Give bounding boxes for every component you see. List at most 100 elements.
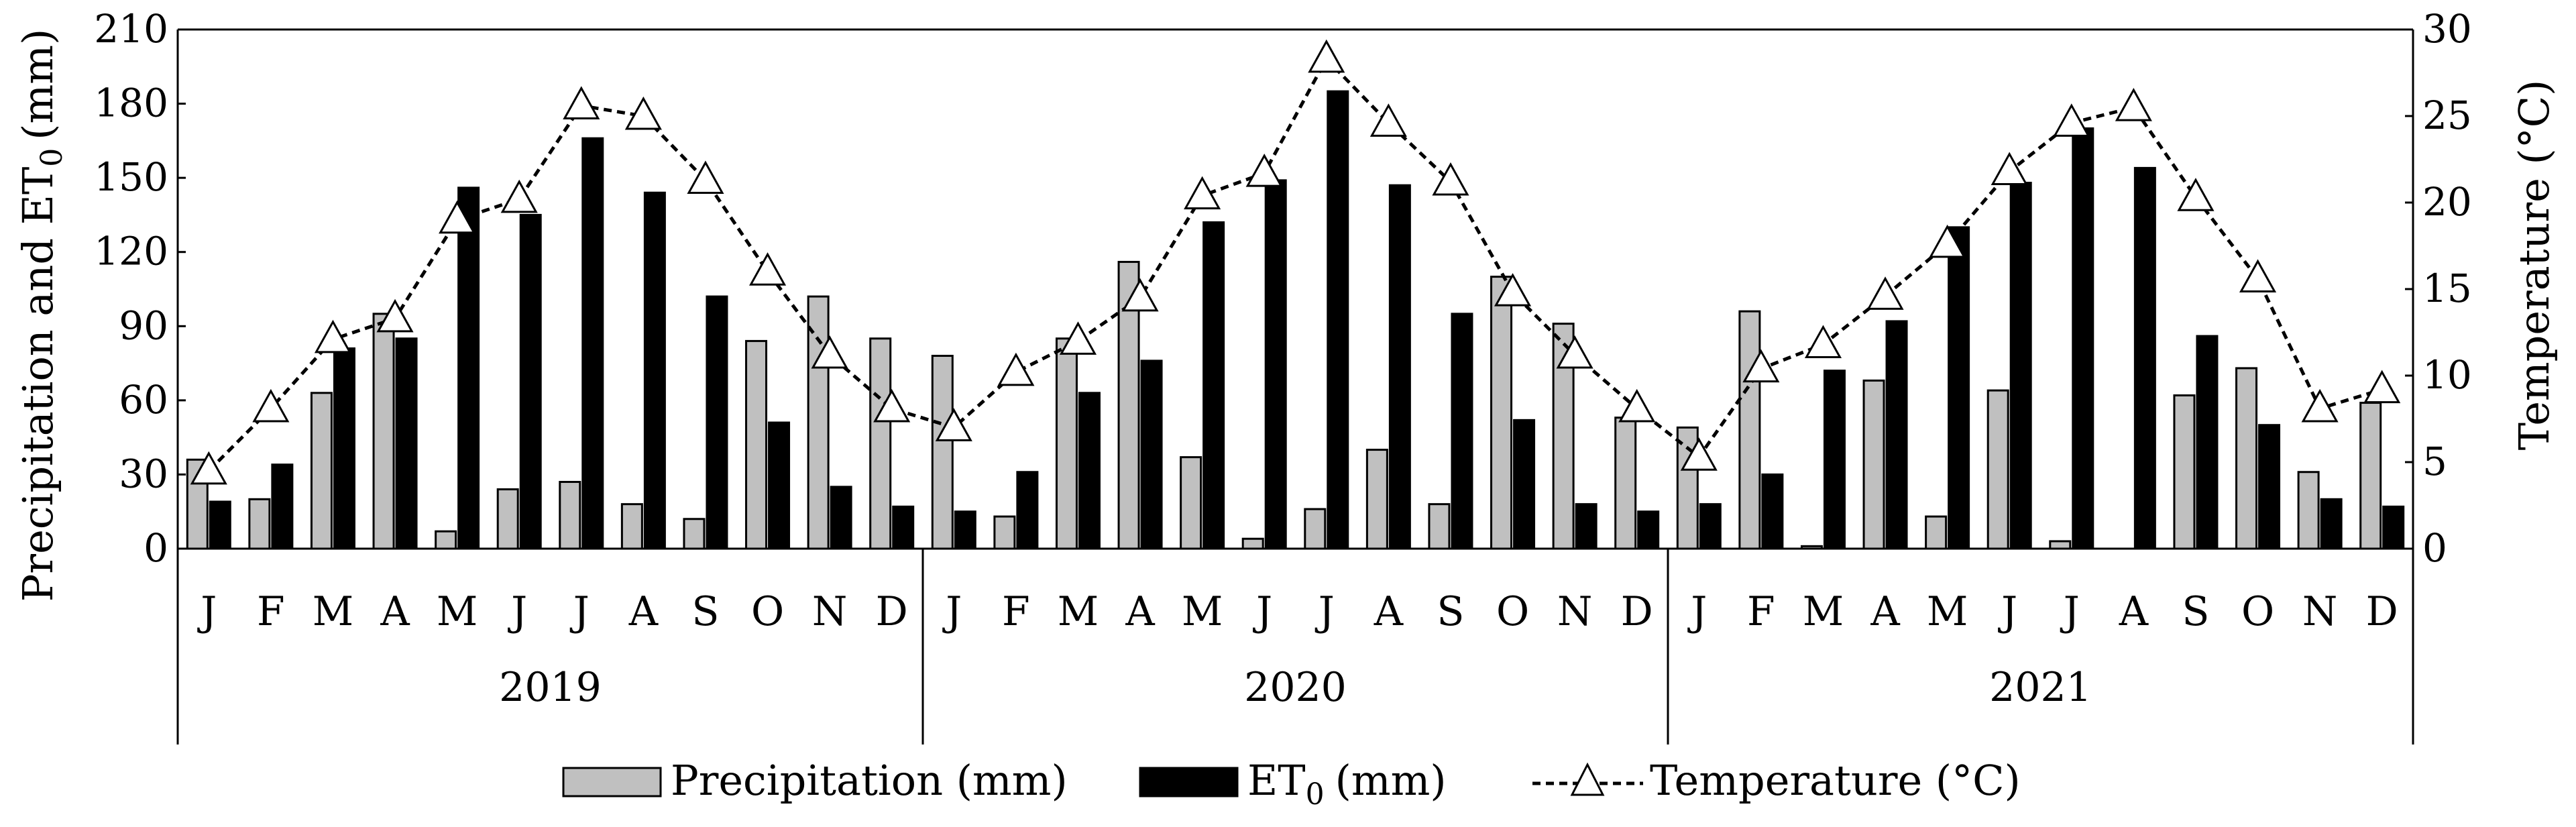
month-label: D bbox=[2366, 588, 2398, 635]
et0-bar bbox=[457, 186, 480, 550]
temperature-marker bbox=[439, 200, 476, 234]
right-tick-label: 25 bbox=[2422, 93, 2472, 138]
precipitation-bar bbox=[1055, 337, 1078, 550]
temperature-marker bbox=[997, 352, 1035, 386]
right-tick-label: 0 bbox=[2422, 525, 2447, 571]
temperature-marker bbox=[1059, 321, 1097, 355]
precipitation-bar bbox=[1241, 537, 1264, 550]
legend-precipitation-label: Precipitation (mm) bbox=[671, 756, 1068, 805]
temperature-marker bbox=[2301, 388, 2339, 423]
et0-bar bbox=[1513, 419, 1536, 550]
precipitation-bar bbox=[931, 355, 954, 550]
precipitation-bar bbox=[496, 488, 519, 550]
et0-bar bbox=[1575, 503, 1598, 550]
precipitation-bar bbox=[1925, 515, 1948, 550]
precipitation-bar bbox=[1180, 456, 1202, 550]
temperature-marker bbox=[1121, 278, 1159, 312]
month-label: J bbox=[569, 588, 590, 635]
precipitation-bar bbox=[1738, 310, 1761, 550]
month-label: M bbox=[313, 588, 353, 635]
left-tick-label: 0 bbox=[144, 525, 168, 571]
precipitation-bar bbox=[620, 503, 643, 550]
month-label: J bbox=[2060, 588, 2080, 635]
precipitation-bar bbox=[2173, 394, 2196, 550]
month-label: D bbox=[1621, 588, 1653, 635]
month-label: J bbox=[197, 588, 217, 635]
month-label: J bbox=[1252, 588, 1272, 635]
et0-bar bbox=[768, 421, 791, 550]
temperature-marker bbox=[2053, 103, 2090, 137]
precipitation-bar bbox=[807, 295, 830, 550]
temperature-marker bbox=[1432, 162, 1469, 196]
temperature-marker bbox=[1991, 152, 2028, 186]
right-tick-label: 10 bbox=[2422, 352, 2472, 398]
month-label: N bbox=[2302, 588, 2338, 635]
month-label: M bbox=[1058, 588, 1099, 635]
temperature-marker bbox=[1866, 276, 1904, 310]
precipitation-bar bbox=[1365, 449, 1388, 550]
month-label: F bbox=[257, 588, 285, 635]
et0-bar bbox=[2320, 498, 2343, 550]
temperature-marker bbox=[190, 451, 227, 485]
et0-bar bbox=[1264, 179, 1287, 550]
temperature-marker bbox=[1245, 154, 1283, 187]
year-label: 2019 bbox=[499, 664, 602, 711]
precipitation-bar bbox=[310, 392, 333, 550]
temperature-marker bbox=[935, 408, 972, 441]
temperature-marker bbox=[687, 160, 724, 194]
precipitation-bar bbox=[559, 480, 581, 550]
month-label: J bbox=[1997, 588, 2017, 635]
temperature-marker bbox=[1929, 224, 1966, 258]
et0-bar bbox=[581, 137, 604, 550]
left-tick-label: 210 bbox=[94, 6, 168, 52]
right-tick-label: 20 bbox=[2422, 179, 2472, 225]
et0-bar bbox=[1016, 471, 1039, 550]
right-axis-title: Temperature (°C) bbox=[2510, 80, 2559, 451]
precipitation-bar bbox=[2359, 402, 2382, 550]
month-label: A bbox=[380, 588, 410, 635]
precipitation-bar bbox=[2235, 367, 2258, 550]
temperature-marker bbox=[873, 388, 911, 423]
month-label: A bbox=[2119, 588, 2149, 635]
month-label: N bbox=[812, 588, 848, 635]
precipitation-bar bbox=[248, 498, 271, 550]
temperature-marker bbox=[2363, 370, 2401, 404]
et0-bar bbox=[892, 505, 915, 550]
et0-bar bbox=[1140, 360, 1163, 550]
precipitation-bar bbox=[1428, 503, 1451, 550]
temperature-marker bbox=[1369, 103, 1407, 137]
month-label: O bbox=[751, 588, 784, 635]
legend-precipitation-swatch bbox=[562, 767, 662, 797]
left-tick-label: 30 bbox=[119, 451, 168, 496]
precipitation-bar bbox=[993, 515, 1016, 550]
left-axis-title: Precipitation and ET0(mm) bbox=[13, 29, 69, 602]
et0-bar bbox=[1637, 510, 1660, 550]
et0-bar bbox=[333, 347, 355, 550]
month-label: A bbox=[1870, 588, 1900, 635]
month-label: O bbox=[1496, 588, 1529, 635]
temperature-marker bbox=[314, 319, 352, 353]
temperature-marker bbox=[748, 252, 787, 286]
legend-temperature-label: Temperature (°C) bbox=[1650, 756, 2021, 805]
month-label: S bbox=[1437, 588, 1464, 635]
temperature-marker bbox=[1742, 349, 1780, 383]
temperature-marker bbox=[1184, 176, 1221, 210]
month-label: N bbox=[1557, 588, 1593, 635]
temperature-marker bbox=[2115, 88, 2152, 121]
et0-bar bbox=[1202, 221, 1225, 550]
precipitation-bar bbox=[683, 518, 706, 550]
temperature-marker bbox=[376, 298, 414, 333]
et0-bar bbox=[2382, 505, 2405, 550]
right-tick-label: 5 bbox=[2422, 439, 2447, 484]
left-tick-label: 120 bbox=[94, 229, 168, 274]
month-label: A bbox=[1125, 588, 1155, 635]
right-tick-label: 15 bbox=[2422, 266, 2472, 311]
precipitation-bar bbox=[869, 337, 892, 550]
legend-et0-label: ET0 (mm) bbox=[1247, 756, 1447, 812]
month-label: F bbox=[1747, 588, 1775, 635]
precipitation-bar bbox=[1490, 276, 1513, 550]
month-label: J bbox=[1314, 588, 1335, 635]
et0-bar bbox=[2196, 335, 2219, 550]
temperature-marker bbox=[252, 388, 290, 423]
